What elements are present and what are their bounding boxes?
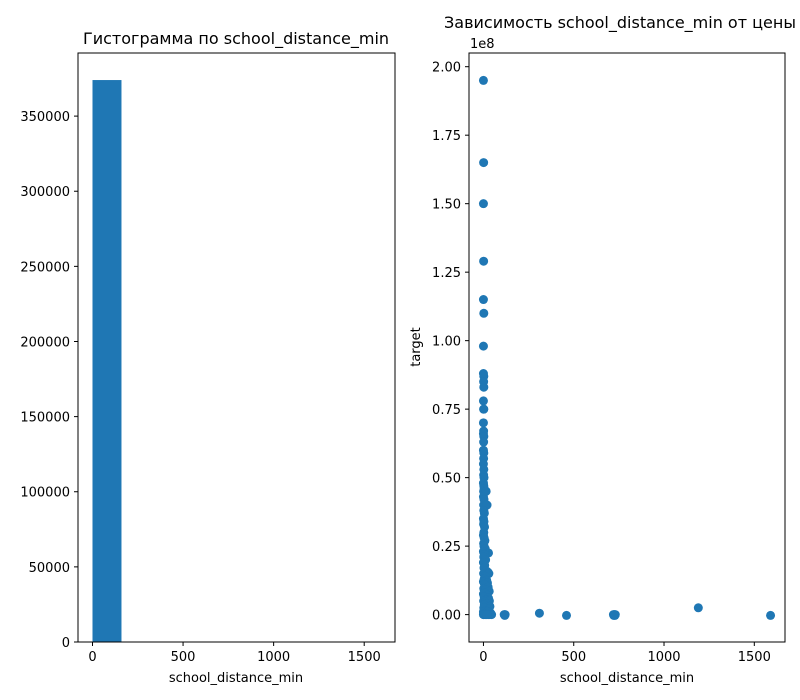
scatter-point: [479, 308, 489, 318]
scatter-point: [478, 75, 488, 85]
histogram-x-tick-label: 500: [171, 650, 196, 665]
scatter-y-tick-label: 0.50: [432, 472, 461, 487]
scatter-point: [479, 437, 489, 447]
scatter-x-tick-label: 0: [479, 650, 487, 665]
scatter-y-tick-label: 1.75: [432, 129, 461, 144]
histogram-y-tick-label: 100000: [20, 486, 70, 501]
scatter-y-offset-label: 1e8: [470, 37, 495, 52]
histogram-y-tick-label: 50000: [29, 561, 70, 576]
scatter-y-tick-label: 1.25: [432, 266, 461, 281]
histogram-title: Гистограмма по school_distance_min: [83, 29, 389, 49]
scatter-panel: Зависимость school_distance_min от цены …: [409, 13, 796, 686]
scatter-x-tick-label: 1500: [738, 650, 771, 665]
histogram-y-tick-label: 300000: [20, 185, 70, 200]
scatter-point: [478, 199, 488, 209]
histogram-y-tick-label: 150000: [20, 411, 70, 426]
scatter-points: [478, 75, 776, 620]
scatter-point: [534, 608, 544, 618]
histogram-y-ticks: 0 50000 100000 150000 200000 250000 300000 3500…: [20, 110, 78, 651]
scatter-point: [479, 404, 489, 414]
histogram-y-tick-label: 350000: [20, 110, 70, 125]
scatter-y-axis-label: target: [409, 327, 424, 367]
scatter-point: [479, 382, 489, 392]
histogram-axes-frame: [77, 52, 396, 643]
scatter-point: [478, 396, 488, 406]
histogram-y-tick-label: 0: [62, 636, 70, 651]
scatter-point: [478, 341, 488, 351]
scatter-point: [479, 256, 489, 266]
histogram-bar: [92, 80, 122, 643]
histogram-x-tick-label: 0: [88, 650, 96, 665]
histogram-x-axis-label: school_distance_min: [169, 671, 303, 686]
histogram-x-tick-label: 1000: [257, 650, 290, 665]
scatter-y-tick-label: 1.00: [432, 335, 461, 350]
scatter-x-axis-label: school_distance_min: [560, 671, 694, 686]
scatter-title: Зависимость school_distance_min от цены: [444, 13, 796, 33]
scatter-point: [479, 158, 489, 168]
scatter-x-ticks: 0 500 1000 1500: [479, 642, 771, 665]
scatter-point: [500, 610, 510, 620]
scatter-y-ticks: 0.00 0.25 0.50 0.75 1.00 1.25 1.50 1.75 2.00: [432, 61, 469, 624]
scatter-axes-frame: [468, 52, 786, 643]
scatter-point: [562, 610, 572, 620]
scatter-point: [766, 610, 776, 620]
histogram-x-ticks: 0 500 1000 1500: [88, 642, 381, 665]
histogram-bars: [92, 80, 122, 643]
histogram-x-tick-label: 1500: [348, 650, 381, 665]
histogram-panel: Гистограмма по school_distance_min schoo…: [20, 29, 396, 686]
histogram-y-tick-label: 250000: [20, 260, 70, 275]
scatter-point: [478, 418, 488, 428]
scatter-point: [610, 610, 620, 620]
scatter-point: [478, 295, 488, 305]
scatter-x-tick-label: 500: [561, 650, 586, 665]
scatter-y-tick-label: 0.00: [432, 609, 461, 624]
scatter-y-tick-label: 1.50: [432, 198, 461, 213]
scatter-x-tick-label: 1000: [647, 650, 680, 665]
scatter-point: [693, 603, 703, 613]
scatter-y-tick-label: 0.75: [432, 403, 461, 418]
scatter-point: [482, 610, 492, 620]
scatter-y-tick-label: 0.25: [432, 540, 461, 555]
scatter-y-tick-label: 2.00: [432, 61, 461, 76]
histogram-y-tick-label: 200000: [20, 335, 70, 350]
